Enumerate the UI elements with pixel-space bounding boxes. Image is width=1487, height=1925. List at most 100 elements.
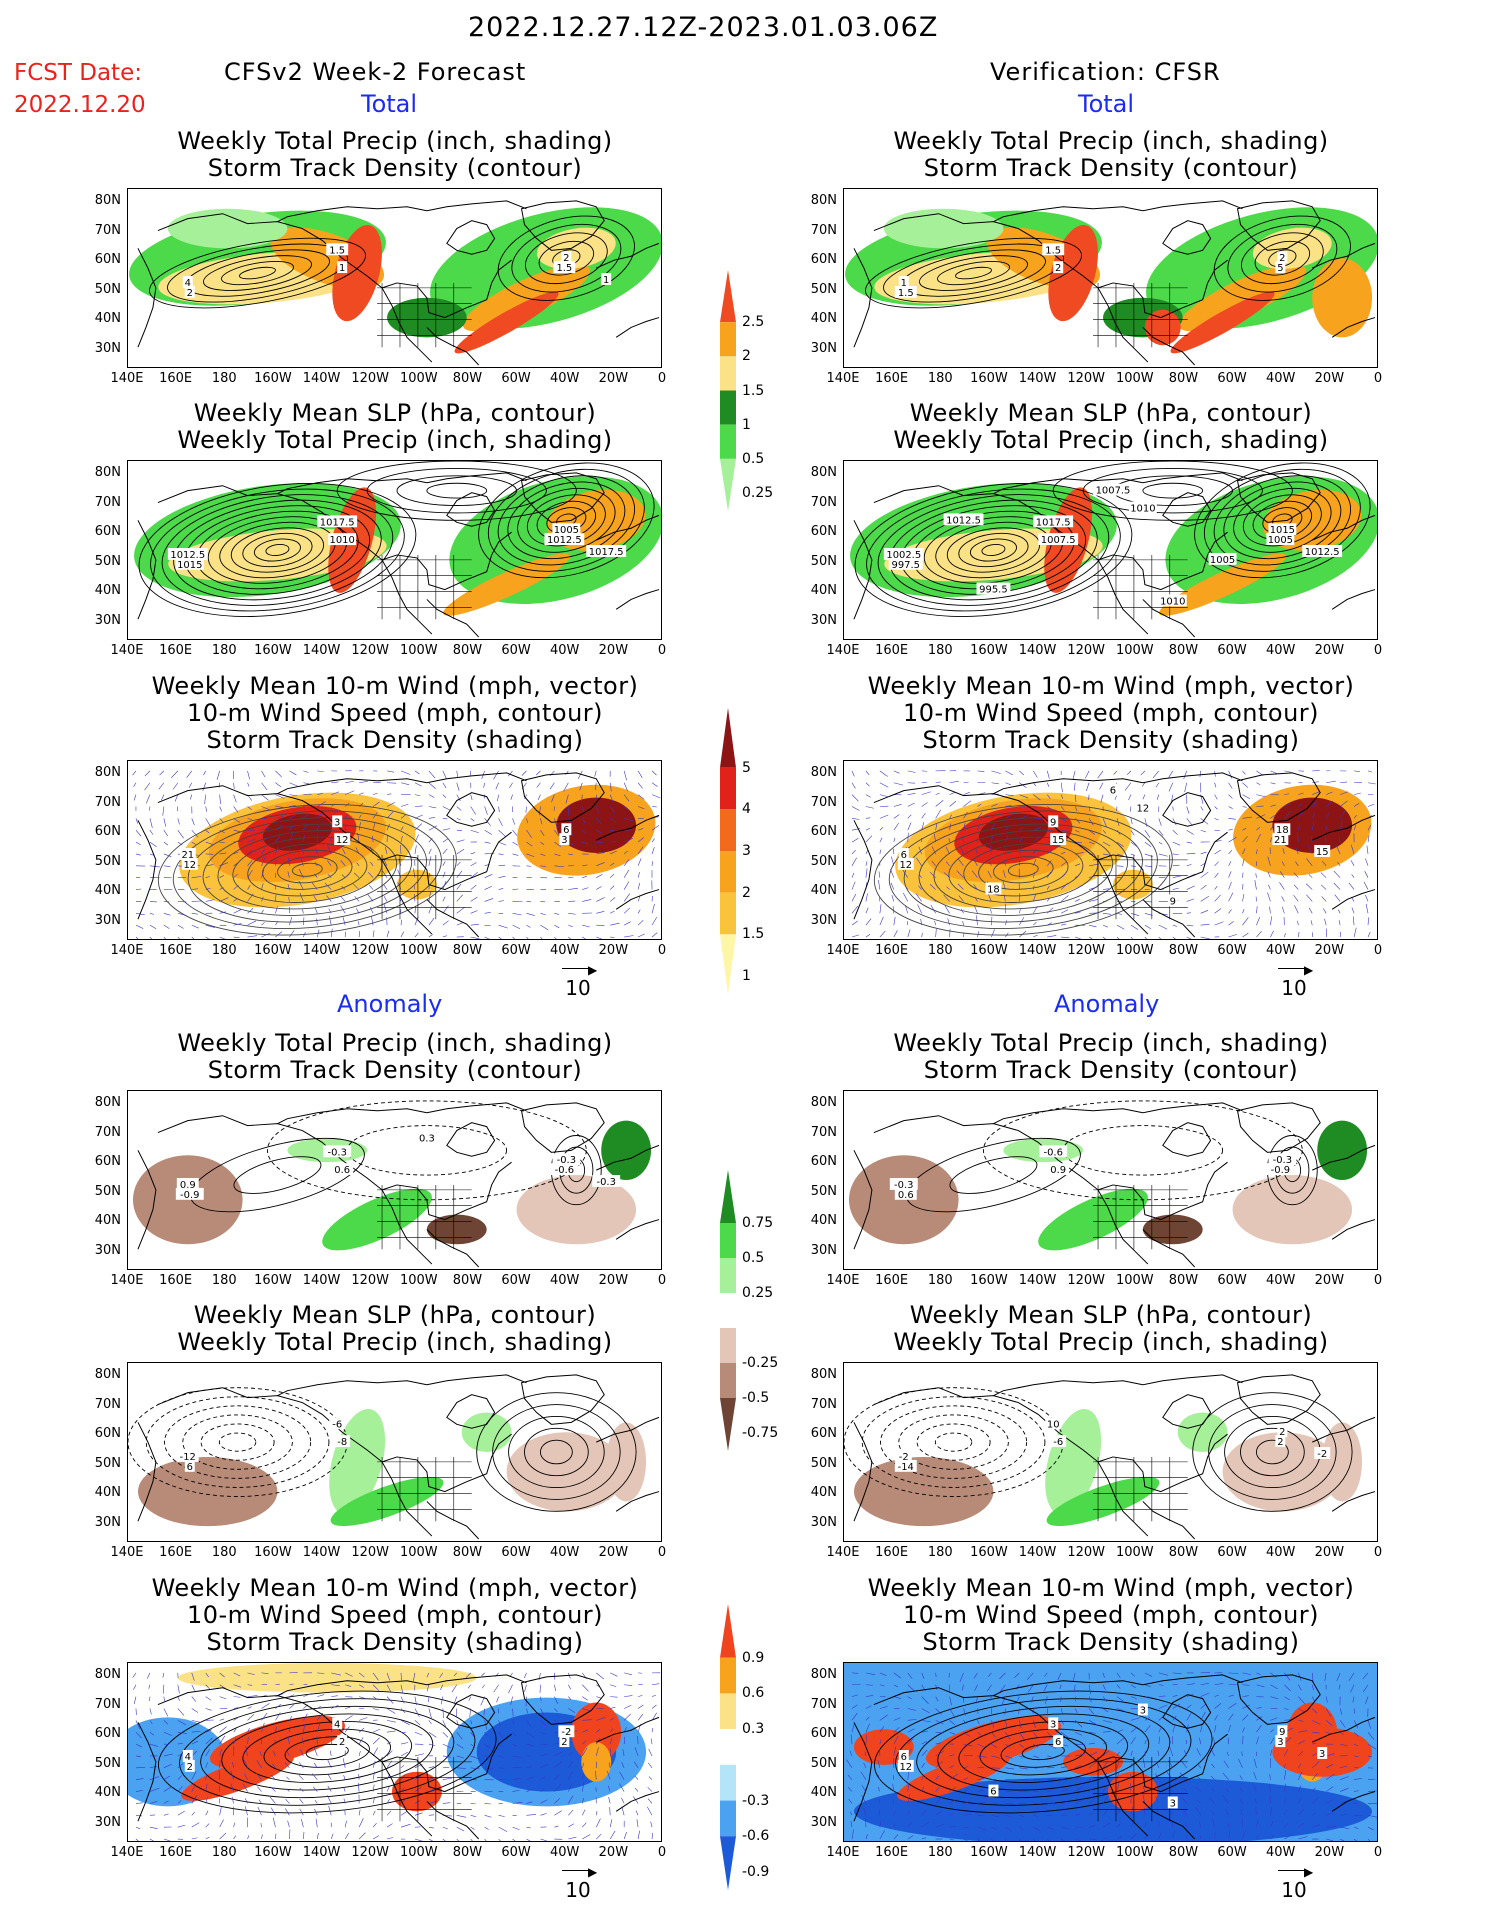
contour-label: 12 xyxy=(183,860,196,871)
colorbar-tick-label: 1.5 xyxy=(742,382,765,399)
contour-label: 1017.5 xyxy=(1036,517,1071,528)
contour-label: 1015 xyxy=(177,560,202,571)
lon-tick-label: 20W xyxy=(598,1273,629,1288)
lon-tick-label: 140W xyxy=(1018,643,1057,658)
lon-tick-label: 160W xyxy=(970,643,1008,658)
lon-tick-label: 120W xyxy=(351,1273,389,1288)
lat-tick-label: 70N xyxy=(94,222,121,238)
lon-tick-label: 80W xyxy=(1168,1545,1199,1560)
lat-tick-label: 80N xyxy=(94,193,121,208)
lon-tick-label: 160E xyxy=(875,1545,909,1560)
lon-tick-label: 120W xyxy=(1067,643,1105,658)
verification-total-wind-map: 9 15 6 12 18 21 15 12 18 9 6 xyxy=(843,760,1378,940)
colorbar-tick-label: 0.9 xyxy=(742,1649,765,1666)
lon-tick-label: 160W xyxy=(970,943,1008,958)
lon-tick-label: 180 xyxy=(211,1273,237,1288)
lat-tick-label: 40N xyxy=(94,1785,121,1800)
lat-tick-label: 80N xyxy=(810,1667,837,1682)
lat-tick-label: 40N xyxy=(94,1213,121,1228)
right-column-title: Verification: CFSR xyxy=(990,58,1221,86)
lon-tick-label: 80W xyxy=(1168,371,1199,386)
contour-label: 997.5 xyxy=(892,560,920,571)
contour-label: 6 xyxy=(901,850,907,861)
colorbar-tick-label: -0.5 xyxy=(742,1390,770,1406)
contour-label: 6 xyxy=(1055,1737,1061,1748)
lon-tick-label: 120W xyxy=(351,1545,389,1560)
lat-tick-label: 70N xyxy=(810,494,837,510)
lat-tick-label: 60N xyxy=(94,1154,121,1169)
lon-tick-label: 180 xyxy=(927,371,953,386)
lon-tick-label: 160E xyxy=(159,371,193,386)
colorbar-tick-label: 2 xyxy=(742,884,751,901)
lon-tick-label: 100W xyxy=(399,371,438,386)
contour-label: 6 xyxy=(187,1462,193,1473)
colorbar-tick-label: 3 xyxy=(742,843,751,859)
contour-label: -0.3 xyxy=(894,1180,913,1191)
contour-label: 1012.5 xyxy=(547,535,582,546)
lon-tick-label: 160W xyxy=(254,643,292,658)
contour-label: 1.5 xyxy=(556,263,572,274)
contour-label: 1.5 xyxy=(898,288,914,299)
lat-tick-label: 50N xyxy=(810,853,837,869)
contour-label: 1012.5 xyxy=(170,550,205,561)
lat-tick-label: 40N xyxy=(810,1485,837,1500)
lon-tick-label: 20W xyxy=(1314,643,1345,658)
contour-label: -0.6 xyxy=(555,1165,574,1176)
lon-tick-label: 40W xyxy=(550,1273,580,1288)
lat-tick-label: 40N xyxy=(810,1213,837,1228)
lat-tick-label: 30N xyxy=(810,1514,837,1530)
lat-tick-label: 30N xyxy=(810,612,837,628)
lon-tick-label: 180 xyxy=(211,643,237,658)
contour-label: 0.9 xyxy=(1050,1165,1066,1176)
contour-label: 995.5 xyxy=(979,585,1007,596)
lon-tick-label: 60W xyxy=(501,643,531,658)
contour-label: 1005 xyxy=(554,525,579,536)
lon-tick-label: 140E xyxy=(110,1545,144,1560)
fc-anom-precip-title: Weekly Total Precip (inch, shading) Storm… xyxy=(177,1029,613,1084)
lon-tick-label: 60W xyxy=(1217,371,1247,386)
fcst-date-value: 2022.12.20 xyxy=(14,92,146,118)
lon-tick-label: 0 xyxy=(1373,1545,1383,1560)
lon-tick-label: 0 xyxy=(657,943,667,958)
lat-tick-label: 40N xyxy=(810,311,837,326)
contour-label: 1015 xyxy=(1270,525,1295,536)
colorbar-tick-label: -0.3 xyxy=(742,1792,770,1809)
contour-label: 6 xyxy=(901,1752,907,1763)
lon-tick-label: 40W xyxy=(550,371,580,386)
lon-tick-label: 60W xyxy=(1217,1545,1247,1560)
contour-label: -0.3 xyxy=(328,1147,347,1158)
verification-anomaly-slp-map: 10 -6 -2 -14 2 2 -2 xyxy=(843,1362,1378,1542)
contour-label: 10 xyxy=(1047,1419,1060,1430)
fc-total-precip-title: Weekly Total Precip (inch, shading) Storm… xyxy=(177,127,613,182)
lon-tick-label: 40W xyxy=(550,1845,580,1860)
lon-tick-label: 140W xyxy=(1018,943,1057,958)
lon-tick-label: 100W xyxy=(1115,643,1154,658)
lon-tick-label: 180 xyxy=(927,643,953,658)
vf-anom-precip-title: Weekly Total Precip (inch, shading) Storm… xyxy=(893,1029,1329,1084)
contour-label: 3 xyxy=(1170,1798,1176,1809)
contour-label: 1010 xyxy=(1130,503,1155,514)
lon-tick-label: 160E xyxy=(875,1273,909,1288)
anomaly-storm-colorbar: 0.9 0.6 0.3 -0.3 -0.6 -0.9 xyxy=(718,1602,798,1892)
lon-tick-label: 0 xyxy=(657,643,667,658)
contour-label: 9 xyxy=(1170,896,1176,907)
contour-label: -0.9 xyxy=(1271,1165,1290,1176)
lon-tick-label: 160W xyxy=(254,1845,292,1860)
lat-tick-label: 70N xyxy=(810,794,837,810)
lon-tick-label: 140W xyxy=(302,643,341,658)
lon-tick-label: 40W xyxy=(550,943,580,958)
contour-label: 3 xyxy=(1140,1705,1146,1716)
lat-tick-label: 80N xyxy=(810,1095,837,1110)
lon-tick-label: 40W xyxy=(1266,1845,1296,1860)
fc-total-wind-title: Weekly Mean 10-m Wind (mph, vector) 10-m … xyxy=(151,672,639,754)
fc-total-vector-key: ▶ 10 xyxy=(558,963,598,1000)
fc-total-slp-title: Weekly Mean SLP (hPa, contour) Weekly Tot… xyxy=(177,399,613,454)
contour-label: 18 xyxy=(1276,825,1289,836)
lat-tick-label: 30N xyxy=(810,1814,837,1830)
contour-label: 1.5 xyxy=(1045,245,1061,256)
lon-tick-label: 20W xyxy=(1314,1545,1345,1560)
colorbar-tick-label: 2 xyxy=(742,348,751,365)
colorbar-tick-label: 1 xyxy=(742,968,751,984)
contour-label: 6 xyxy=(563,825,569,836)
contour-label: 3 xyxy=(334,817,340,828)
